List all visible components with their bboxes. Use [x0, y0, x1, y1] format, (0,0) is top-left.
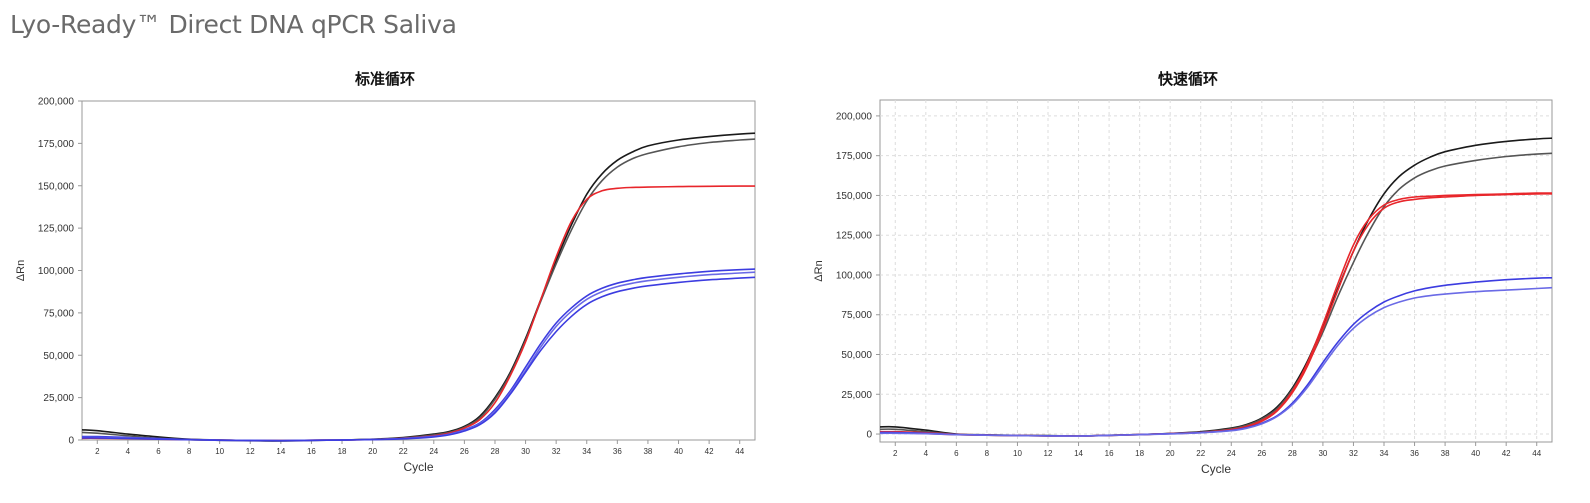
x-tick-label: 20: [368, 447, 377, 456]
x-tick-label: 12: [1044, 449, 1053, 458]
x-tick-label: 14: [276, 447, 285, 456]
x-tick-label: 30: [521, 447, 530, 456]
y-tick-label: 50,000: [841, 350, 872, 361]
x-tick-label: 44: [735, 447, 744, 456]
page-title: Lyo-Ready™ Direct DNA qPCR Saliva: [10, 10, 457, 39]
y-tick-label: 125,000: [38, 224, 75, 235]
y-tick-label: 125,000: [836, 231, 873, 242]
x-tick-label: 4: [126, 447, 131, 456]
x-tick-label: 24: [1227, 449, 1236, 458]
x-tick-label: 10: [1013, 449, 1022, 458]
x-tick-label: 36: [1410, 449, 1419, 458]
x-tick-label: 4: [924, 449, 929, 458]
x-tick-label: 38: [1441, 449, 1450, 458]
x-tick-label: 2: [893, 449, 898, 458]
chart-standard-cycle: 标准循环 0 25,000 50,000 75,000 100,000 125,000 15…: [10, 60, 770, 480]
x-tick-label: 8: [985, 449, 990, 458]
y-tick-label: 200,000: [38, 97, 75, 108]
x-tick-label: 22: [1196, 449, 1205, 458]
x-tick-label: 24: [429, 447, 438, 456]
x-tick-label: 28: [491, 447, 500, 456]
x-tick-label: 36: [613, 447, 622, 456]
x-tick-label: 34: [582, 447, 591, 456]
y-axis-label: ΔRn: [15, 260, 27, 281]
chart-svg: 0 25,000 50,000 75,000 100,000 125,000 150,000…: [15, 97, 756, 474]
x-tick-label: 2: [95, 447, 100, 456]
x-tick-label: 18: [1135, 449, 1144, 458]
x-axis-label: Cycle: [1201, 462, 1231, 476]
y-tick-label: 150,000: [38, 181, 75, 192]
plot-area: [81, 100, 756, 441]
x-tick-label: 26: [1257, 449, 1266, 458]
x-axis-label: Cycle: [403, 460, 433, 474]
series-line: [879, 286, 1553, 437]
x-tick-label: 40: [1471, 449, 1480, 458]
y-tick-label: 25,000: [841, 390, 872, 401]
x-tick-label: 8: [187, 447, 192, 456]
x-tick-label: 6: [954, 449, 959, 458]
x-tick-label: 28: [1288, 449, 1297, 458]
x-tick-label: 22: [399, 447, 408, 456]
x-tick-label: 14: [1074, 449, 1083, 458]
x-tick-label: 32: [1349, 449, 1358, 458]
y-tick-label: 25,000: [43, 393, 74, 404]
y-tick-label: 0: [866, 430, 872, 441]
x-tick-label: 18: [338, 447, 347, 456]
x-tick-label: 42: [1502, 449, 1511, 458]
x-tick-label: 10: [215, 447, 224, 456]
chart-title: 快速循环: [1157, 70, 1218, 88]
chart-svg: 0 25,000 50,000 75,000 100,000 125,000 150,000…: [813, 99, 1553, 476]
y-tick-label: 100,000: [38, 266, 75, 277]
y-tick-label: 75,000: [43, 308, 74, 319]
x-tick-label: 44: [1532, 449, 1541, 458]
plot-area: [879, 99, 1553, 443]
chart-fast-cycle: 快速循环 0 25,000 50,000 75,000 100,000 125,000 15…: [808, 60, 1578, 480]
x-tick-label: 20: [1166, 449, 1175, 458]
x-tick-label: 38: [643, 447, 652, 456]
x-tick-label: 26: [460, 447, 469, 456]
y-tick-label: 50,000: [43, 351, 74, 362]
x-tick-label: 12: [246, 447, 255, 456]
y-tick-label: 150,000: [836, 191, 873, 202]
x-tick-label: 32: [552, 447, 561, 456]
x-tick-label: 16: [307, 447, 316, 456]
x-tick-label: 16: [1105, 449, 1114, 458]
x-tick-label: 30: [1318, 449, 1327, 458]
x-tick-label: 34: [1380, 449, 1389, 458]
y-tick-label: 175,000: [836, 151, 873, 162]
y-tick-label: 75,000: [841, 310, 872, 321]
x-tick-label: 40: [674, 447, 683, 456]
chart-title: 标准循环: [354, 70, 415, 88]
y-tick-label: 100,000: [836, 270, 873, 281]
y-tick-label: 0: [68, 436, 74, 447]
y-tick-label: 175,000: [38, 139, 75, 150]
x-tick-label: 42: [705, 447, 714, 456]
series-line: [81, 276, 756, 442]
x-tick-label: 6: [156, 447, 161, 456]
y-tick-label: 200,000: [836, 111, 873, 122]
y-axis-label: ΔRn: [813, 260, 825, 281]
